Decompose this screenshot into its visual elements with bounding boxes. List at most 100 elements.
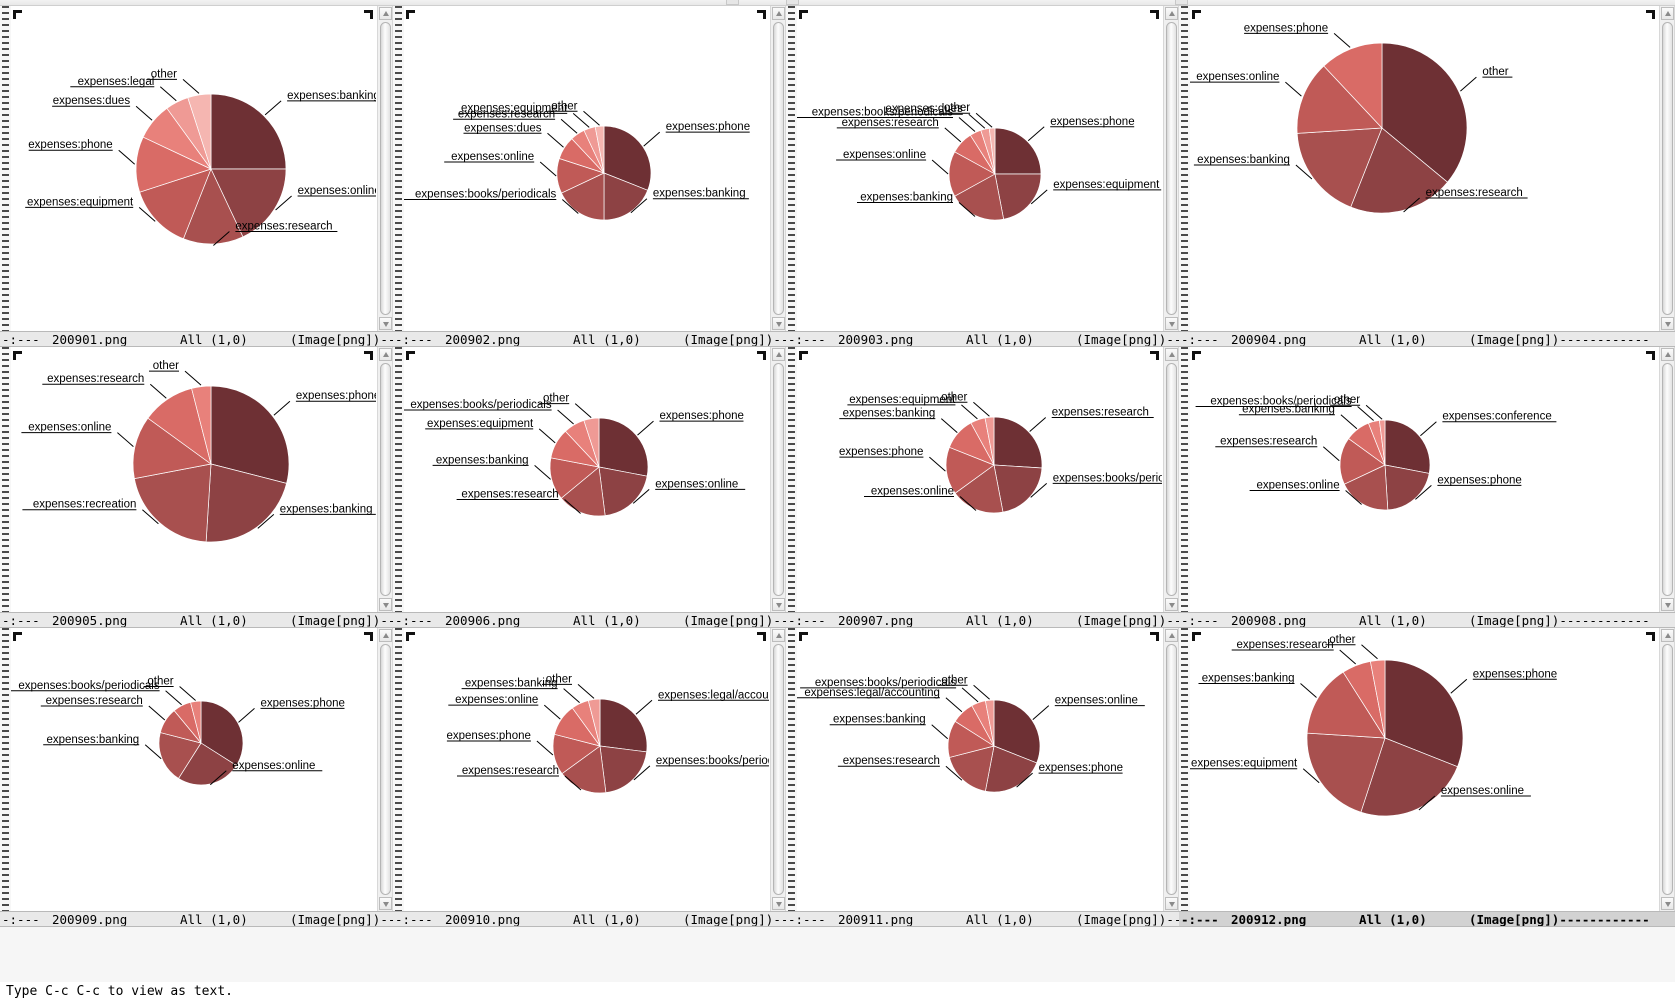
image-buffer[interactable]: other expenses:research expenses:banking ex… xyxy=(1179,6,1675,331)
scrollbar-thumb[interactable] xyxy=(1662,363,1673,596)
scrollbar-thumb[interactable] xyxy=(773,363,784,596)
image-corner-mark-right xyxy=(364,10,373,19)
modeline[interactable]: -:--- 200902.png All (1,0) (Image[png])----… xyxy=(393,331,786,347)
scroll-down-arrow-icon[interactable] xyxy=(379,897,392,910)
scrollbar-thumb[interactable] xyxy=(1166,644,1177,895)
vertical-scrollbar[interactable] xyxy=(377,6,393,331)
modeline[interactable]: -:--- 200905.png All (1,0) (Image[png])----… xyxy=(0,612,393,628)
pie-slice-label: expenses:equipment xyxy=(1191,758,1298,770)
emacs-window[interactable]: expenses:conference expenses:phone expense… xyxy=(1179,347,1675,628)
pie-slice-label: expenses:online xyxy=(28,422,111,434)
emacs-window[interactable]: expenses:phone expenses:online expenses:eq… xyxy=(1179,628,1675,927)
modeline[interactable]: -:--- 200909.png All (1,0) (Image[png])----… xyxy=(0,911,393,927)
emacs-window[interactable]: expenses:phone expenses:online expenses:ba… xyxy=(0,628,393,927)
scroll-down-arrow-icon[interactable] xyxy=(1661,317,1674,330)
scroll-up-arrow-icon[interactable] xyxy=(1661,629,1674,642)
scrollbar-thumb[interactable] xyxy=(1166,363,1177,596)
scroll-down-arrow-icon[interactable] xyxy=(772,897,785,910)
emacs-window[interactable]: expenses:banking expenses:online expenses:… xyxy=(0,6,393,347)
scroll-up-arrow-icon[interactable] xyxy=(379,7,392,20)
scroll-down-arrow-icon[interactable] xyxy=(1661,897,1674,910)
image-buffer[interactable]: expenses:online expenses:phone expenses:re… xyxy=(786,628,1179,911)
modeline[interactable]: -:--- 200910.png All (1,0) (Image[png])----… xyxy=(393,911,786,927)
vertical-scrollbar[interactable] xyxy=(1659,6,1675,331)
vertical-scrollbar[interactable] xyxy=(770,628,786,911)
scroll-up-arrow-icon[interactable] xyxy=(1165,7,1178,20)
scrollbar-thumb[interactable] xyxy=(380,363,391,596)
image-buffer[interactable]: expenses:conference expenses:phone expense… xyxy=(1179,347,1675,612)
image-buffer[interactable]: expenses:phone expenses:banking expenses:b… xyxy=(393,6,786,331)
scrollbar-thumb[interactable] xyxy=(773,22,784,315)
modeline[interactable]: -:--- 200903.png All (1,0) (Image[png])----… xyxy=(786,331,1179,347)
scroll-up-arrow-icon[interactable] xyxy=(1165,348,1178,361)
emacs-window[interactable]: expenses:phone expenses:banking expenses:r… xyxy=(0,347,393,628)
vertical-scrollbar[interactable] xyxy=(770,347,786,612)
emacs-window[interactable]: expenses:legal/accounting expenses:books/… xyxy=(393,628,786,927)
scroll-down-arrow-icon[interactable] xyxy=(1165,897,1178,910)
image-buffer[interactable]: expenses:phone expenses:online expenses:re… xyxy=(393,347,786,612)
toolbar-button-3[interactable] xyxy=(1175,0,1188,5)
pie-slice-label: expenses:banking xyxy=(653,188,746,200)
modeline-flags: -:--- xyxy=(788,912,826,927)
image-buffer[interactable]: expenses:legal/accounting expenses:books/… xyxy=(393,628,786,911)
image-buffer[interactable]: expenses:research expenses:books/periodic… xyxy=(786,347,1179,612)
vertical-scrollbar[interactable] xyxy=(1659,347,1675,612)
emacs-window[interactable]: expenses:phone expenses:equipment expenses… xyxy=(786,6,1179,347)
scrollbar-thumb[interactable] xyxy=(773,644,784,895)
scroll-down-arrow-icon[interactable] xyxy=(1661,598,1674,611)
emacs-window[interactable]: expenses:online expenses:phone expenses:re… xyxy=(786,628,1179,927)
vertical-scrollbar[interactable] xyxy=(1163,6,1179,331)
vertical-scrollbar[interactable] xyxy=(1163,347,1179,612)
label-leader-line xyxy=(1302,768,1320,784)
image-buffer[interactable]: expenses:phone expenses:online expenses:ba… xyxy=(0,628,393,911)
scrollbar-thumb[interactable] xyxy=(1166,22,1177,315)
scroll-up-arrow-icon[interactable] xyxy=(1661,7,1674,20)
vertical-scrollbar[interactable] xyxy=(377,347,393,612)
image-buffer[interactable]: expenses:phone expenses:online expenses:eq… xyxy=(1179,628,1675,911)
vertical-scrollbar[interactable] xyxy=(770,6,786,331)
scroll-down-arrow-icon[interactable] xyxy=(379,317,392,330)
label-leader-line xyxy=(1420,421,1437,437)
vertical-scrollbar[interactable] xyxy=(1163,628,1179,911)
scrollbar-thumb[interactable] xyxy=(1662,22,1673,315)
modeline[interactable]: -:--- 200904.png All (1,0) (Image[png])----… xyxy=(1179,331,1675,347)
emacs-window[interactable]: expenses:research expenses:books/periodic… xyxy=(786,347,1179,628)
scroll-down-arrow-icon[interactable] xyxy=(1165,317,1178,330)
toolbar-button-1[interactable] xyxy=(726,0,739,5)
scroll-up-arrow-icon[interactable] xyxy=(1661,348,1674,361)
scroll-down-arrow-icon[interactable] xyxy=(379,598,392,611)
modeline[interactable]: -:--- 200901.png All (1,0) (Image[png])----… xyxy=(0,331,393,347)
toolbar-button-2[interactable] xyxy=(786,0,799,5)
modeline[interactable]: -:--- 200911.png All (1,0) (Image[png])----… xyxy=(786,911,1179,927)
image-buffer[interactable]: expenses:phone expenses:equipment expenses… xyxy=(786,6,1179,331)
image-buffer[interactable]: expenses:banking expenses:online expenses:… xyxy=(0,6,393,331)
scrollbar-thumb[interactable] xyxy=(1662,644,1673,895)
modeline[interactable]: -:--- 200908.png All (1,0) (Image[png])----… xyxy=(1179,612,1675,628)
modeline-flags: -:--- xyxy=(788,332,826,347)
scrollbar-thumb[interactable] xyxy=(380,644,391,895)
image-buffer[interactable]: expenses:phone expenses:banking expenses:r… xyxy=(0,347,393,612)
scroll-down-arrow-icon[interactable] xyxy=(1165,598,1178,611)
emacs-window[interactable]: expenses:phone expenses:banking expenses:b… xyxy=(393,6,786,347)
scroll-up-arrow-icon[interactable] xyxy=(772,7,785,20)
pie-slice xyxy=(1381,42,1468,183)
vertical-scrollbar[interactable] xyxy=(377,628,393,911)
scroll-up-arrow-icon[interactable] xyxy=(379,629,392,642)
modeline[interactable]: -:--- 200912.png All (1,0) (Image[png])----… xyxy=(1179,911,1675,927)
label-leader-line xyxy=(1032,705,1050,720)
scroll-up-arrow-icon[interactable] xyxy=(772,348,785,361)
emacs-window[interactable]: expenses:phone expenses:online expenses:re… xyxy=(393,347,786,628)
scroll-up-arrow-icon[interactable] xyxy=(772,629,785,642)
scroll-up-arrow-icon[interactable] xyxy=(379,348,392,361)
modeline[interactable]: -:--- 200907.png All (1,0) (Image[png])----… xyxy=(786,612,1179,628)
pie-slice-label: expenses:books/periodicals xyxy=(812,107,954,119)
modeline[interactable]: -:--- 200906.png All (1,0) (Image[png])----… xyxy=(393,612,786,628)
scroll-up-arrow-icon[interactable] xyxy=(1165,629,1178,642)
scroll-down-arrow-icon[interactable] xyxy=(772,317,785,330)
pie-chart-image: expenses:banking expenses:online expenses:… xyxy=(11,6,376,331)
vertical-scrollbar[interactable] xyxy=(1659,628,1675,911)
scrollbar-thumb[interactable] xyxy=(380,22,391,315)
pie-slice-label: expenses:phone xyxy=(1473,668,1557,680)
emacs-window[interactable]: other expenses:research expenses:banking ex… xyxy=(1179,6,1675,347)
scroll-down-arrow-icon[interactable] xyxy=(772,598,785,611)
